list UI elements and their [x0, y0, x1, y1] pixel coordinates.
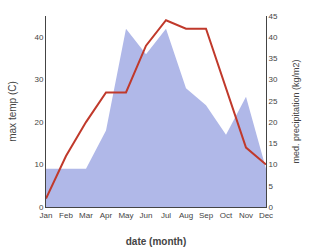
svg-text:0: 0	[39, 203, 44, 212]
svg-text:40: 40	[34, 33, 43, 42]
svg-text:10: 10	[269, 160, 278, 169]
svg-text:20: 20	[269, 118, 278, 127]
svg-text:40: 40	[269, 33, 278, 42]
svg-text:0: 0	[269, 203, 274, 212]
svg-text:max temp (C): max temp (C)	[7, 81, 18, 142]
svg-text:Oct: Oct	[220, 211, 233, 220]
svg-text:Dec: Dec	[259, 211, 273, 220]
svg-text:Apr: Apr	[100, 211, 113, 220]
svg-text:45: 45	[269, 12, 278, 21]
svg-text:30: 30	[34, 75, 43, 84]
svg-text:Jun: Jun	[140, 211, 153, 220]
svg-text:Jul: Jul	[161, 211, 171, 220]
svg-text:Sep: Sep	[199, 211, 214, 220]
svg-text:10: 10	[34, 160, 43, 169]
svg-text:5: 5	[269, 182, 274, 191]
svg-text:May: May	[118, 211, 133, 220]
svg-text:20: 20	[34, 118, 43, 127]
svg-text:25: 25	[269, 97, 278, 106]
svg-text:med. precipitation (kg/m2): med. precipitation (kg/m2)	[291, 59, 301, 163]
svg-text:Jan: Jan	[40, 211, 53, 220]
svg-text:Aug: Aug	[179, 211, 193, 220]
svg-text:15: 15	[269, 139, 278, 148]
svg-text:35: 35	[269, 54, 278, 63]
svg-text:Mar: Mar	[79, 211, 93, 220]
svg-text:Feb: Feb	[59, 211, 73, 220]
svg-text:date (month): date (month)	[126, 236, 187, 247]
svg-text:30: 30	[269, 75, 278, 84]
svg-text:Nov: Nov	[239, 211, 253, 220]
